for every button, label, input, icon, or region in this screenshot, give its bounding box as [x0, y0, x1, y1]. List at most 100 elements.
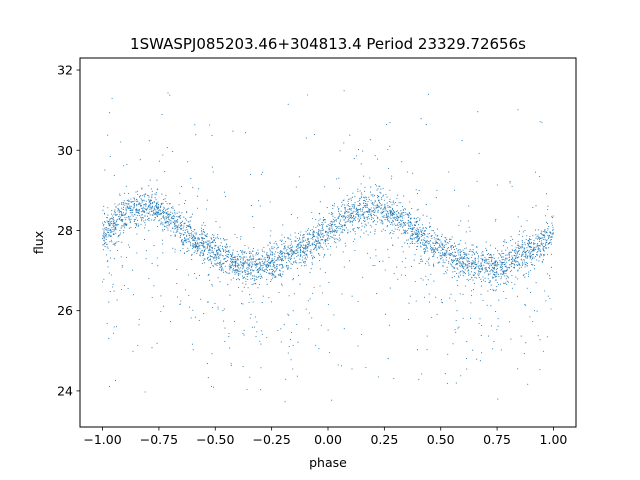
data-point [143, 200, 145, 202]
data-point [120, 216, 122, 218]
data-point [210, 385, 213, 388]
data-point [141, 201, 143, 203]
data-point [167, 92, 169, 94]
data-point [182, 229, 184, 231]
data-point [217, 257, 219, 259]
data-point [153, 213, 155, 215]
data-point [238, 274, 240, 276]
data-point [374, 195, 376, 197]
data-point [247, 247, 249, 249]
data-point [144, 224, 146, 226]
data-point [486, 304, 488, 306]
data-point [180, 224, 182, 226]
data-point [160, 218, 162, 220]
data-point [217, 308, 219, 310]
data-point [331, 226, 333, 228]
data-point [125, 219, 127, 221]
data-point [217, 246, 219, 248]
data-point [398, 216, 400, 218]
data-point [327, 329, 329, 331]
data-point [496, 267, 499, 270]
data-point [455, 319, 457, 322]
data-point [324, 221, 326, 223]
data-point [344, 215, 346, 217]
data-point [257, 249, 259, 251]
data-point [485, 268, 487, 270]
data-point [190, 243, 192, 245]
data-point [241, 252, 243, 254]
data-point [277, 246, 279, 248]
data-point [413, 231, 415, 233]
data-point [200, 253, 202, 255]
data-point [410, 236, 412, 238]
data-point [452, 247, 454, 249]
data-point [183, 216, 185, 218]
data-point [516, 295, 518, 297]
data-point [396, 210, 398, 212]
data-point [362, 213, 364, 215]
data-point [114, 203, 116, 205]
data-point [258, 261, 261, 263]
data-point [365, 366, 367, 369]
data-point [103, 229, 105, 231]
data-point [407, 213, 409, 215]
data-point [344, 229, 346, 231]
data-point [162, 252, 164, 254]
x-tick-label: −0.25 [252, 432, 290, 447]
data-point [148, 219, 150, 222]
data-point [480, 262, 482, 264]
data-point [288, 295, 290, 297]
data-point [481, 352, 483, 354]
data-point [464, 257, 466, 259]
data-point [347, 200, 349, 202]
data-point [244, 261, 246, 263]
data-point [406, 213, 408, 215]
data-point [281, 276, 283, 278]
data-point [357, 228, 359, 230]
data-point [120, 210, 122, 212]
data-point [263, 262, 265, 264]
data-point [407, 232, 409, 234]
data-point [102, 228, 104, 230]
data-point [206, 233, 208, 235]
data-point [271, 246, 273, 248]
data-point [233, 257, 235, 259]
data-point [526, 262, 529, 265]
data-point [301, 244, 303, 246]
data-point [287, 247, 289, 249]
data-point [456, 280, 458, 282]
data-point [308, 233, 310, 235]
data-point [378, 206, 380, 208]
data-point [322, 233, 324, 235]
data-point [509, 181, 511, 183]
data-point [166, 208, 169, 210]
data-point [271, 247, 273, 249]
data-point [547, 227, 549, 229]
data-point [496, 268, 498, 270]
data-point [384, 269, 386, 271]
data-point [315, 240, 317, 242]
data-point [506, 280, 508, 282]
data-point [312, 242, 314, 244]
data-point [438, 252, 440, 254]
data-point [210, 237, 212, 239]
data-point [441, 234, 443, 236]
data-point [340, 365, 343, 367]
data-point [275, 268, 278, 270]
data-point [307, 244, 309, 246]
data-point [432, 242, 434, 244]
data-point [340, 223, 342, 226]
data-point [507, 276, 509, 278]
data-point [199, 254, 201, 256]
data-point [205, 234, 208, 236]
data-point [353, 215, 355, 217]
data-point [103, 212, 106, 214]
data-point [443, 273, 445, 275]
data-point [159, 214, 161, 216]
data-point [126, 204, 128, 206]
data-point [455, 264, 457, 266]
data-point [245, 132, 247, 134]
data-point [431, 316, 433, 318]
data-point [417, 221, 419, 223]
data-point [217, 238, 219, 240]
